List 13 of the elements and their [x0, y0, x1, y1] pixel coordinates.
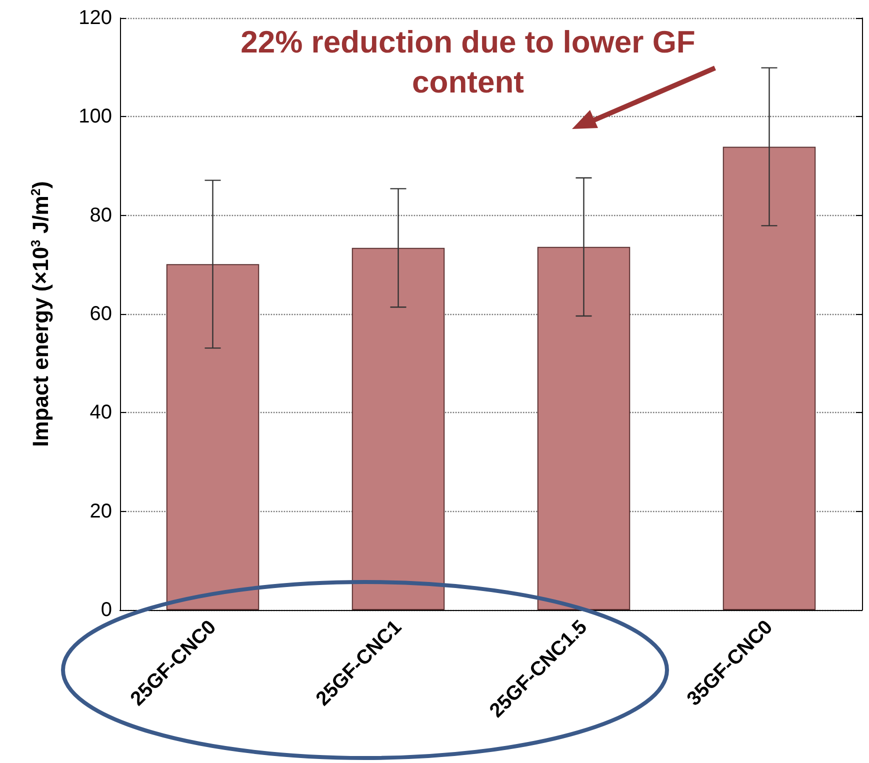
y-axis-title: Impact energy (×103 J/m2): [28, 181, 53, 447]
y-tick-label: 0: [100, 599, 112, 621]
y-tick-label: 40: [90, 402, 112, 424]
y-tick-label: 80: [90, 204, 112, 226]
bar: [166, 264, 260, 610]
y-tick-label: 120: [78, 7, 112, 29]
bar: [537, 246, 630, 610]
bar: [352, 248, 445, 610]
y-tick-label: 60: [90, 303, 112, 325]
y-tick-label: 100: [78, 106, 112, 128]
y-tick-label: 20: [90, 500, 112, 522]
annotation: 22% reduction due to lower GF content: [240, 24, 696, 100]
bar: [722, 146, 816, 610]
